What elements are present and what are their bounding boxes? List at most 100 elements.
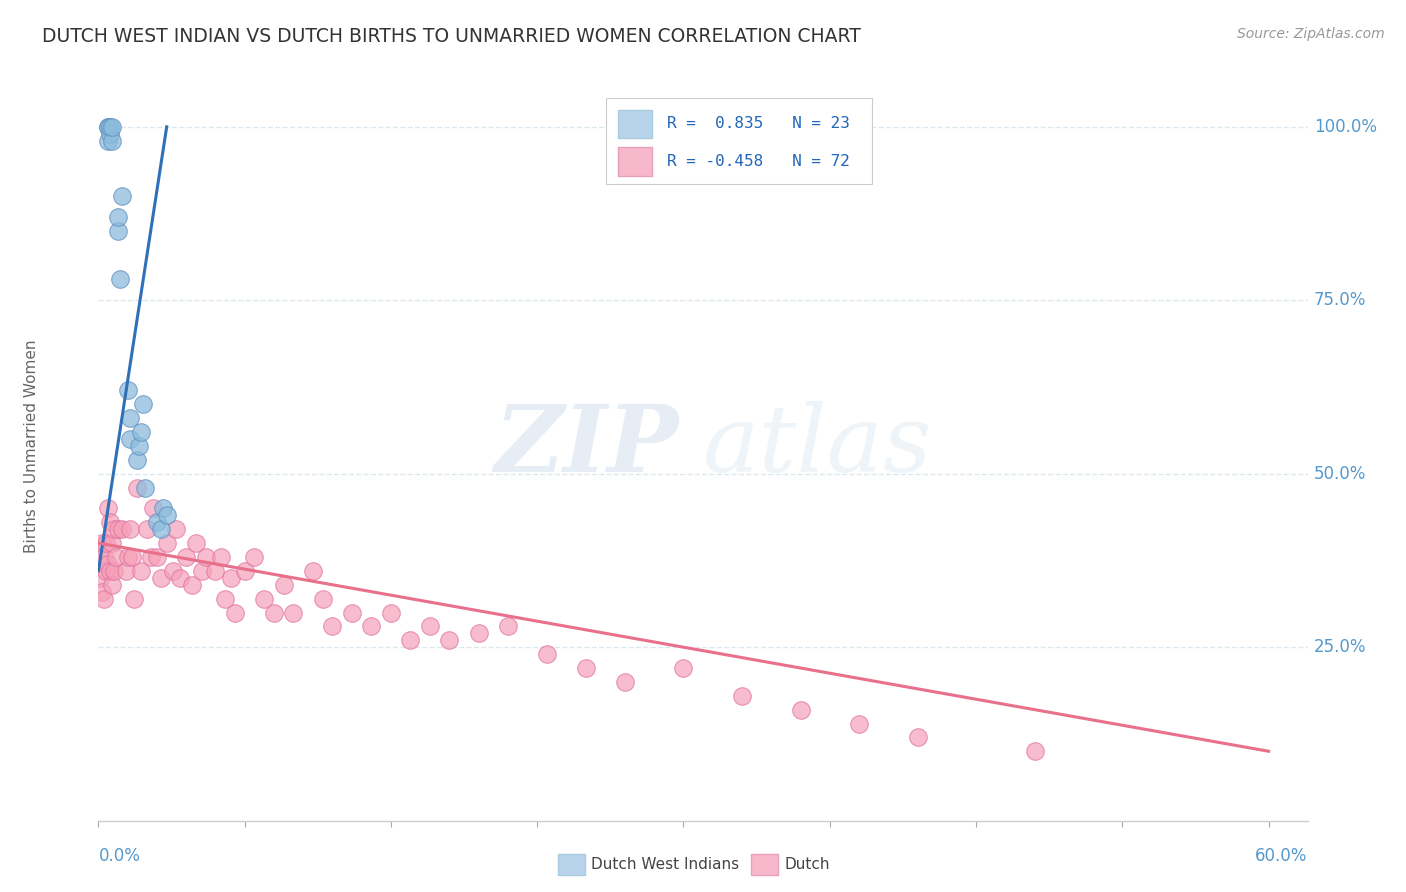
Text: Dutch West Indians: Dutch West Indians <box>591 857 738 872</box>
Point <box>253 591 276 606</box>
Point <box>104 549 127 564</box>
Point <box>103 564 125 578</box>
Point <box>91 584 114 599</box>
Point <box>467 626 489 640</box>
Point <box>399 633 422 648</box>
Point <box>118 432 141 446</box>
Point <box>439 633 461 648</box>
Point <box>128 439 150 453</box>
Point <box>127 453 149 467</box>
Point <box>907 731 929 745</box>
Point <box>848 716 870 731</box>
Point <box>101 120 124 134</box>
Point <box>243 549 266 564</box>
Point <box>97 557 120 571</box>
Point <box>149 522 172 536</box>
Point <box>1024 744 1046 758</box>
Point <box>114 564 136 578</box>
Point <box>127 481 149 495</box>
Point <box>194 549 217 564</box>
Point <box>233 564 256 578</box>
Point <box>614 674 637 689</box>
Point <box>209 549 232 564</box>
Point <box>118 411 141 425</box>
Point <box>789 703 811 717</box>
Point <box>101 134 124 148</box>
Point <box>136 522 159 536</box>
Point <box>91 536 114 550</box>
Point <box>152 501 174 516</box>
Point <box>181 578 204 592</box>
Text: 75.0%: 75.0% <box>1313 292 1367 310</box>
Point <box>97 134 120 148</box>
Bar <box>619 110 652 138</box>
Text: 0.0%: 0.0% <box>98 847 141 865</box>
Point <box>97 501 120 516</box>
Text: Source: ZipAtlas.com: Source: ZipAtlas.com <box>1237 27 1385 41</box>
Point <box>340 606 363 620</box>
Text: 100.0%: 100.0% <box>1313 118 1376 136</box>
Point <box>108 272 131 286</box>
Point <box>93 591 115 606</box>
Text: 25.0%: 25.0% <box>1313 638 1367 657</box>
Point <box>98 516 121 530</box>
Point <box>156 536 179 550</box>
Point <box>98 127 121 141</box>
Point <box>419 619 441 633</box>
Point <box>536 647 558 661</box>
Point <box>111 189 134 203</box>
Text: DUTCH WEST INDIAN VS DUTCH BIRTHS TO UNMARRIED WOMEN CORRELATION CHART: DUTCH WEST INDIAN VS DUTCH BIRTHS TO UNM… <box>42 27 860 45</box>
Point <box>101 536 124 550</box>
Point <box>302 564 325 578</box>
Point <box>97 120 120 134</box>
Point <box>312 591 335 606</box>
Text: 50.0%: 50.0% <box>1313 465 1367 483</box>
Point <box>321 619 343 633</box>
Point <box>101 578 124 592</box>
Point <box>380 606 402 620</box>
Point <box>273 578 295 592</box>
Text: ZIP: ZIP <box>495 401 679 491</box>
Text: Dutch: Dutch <box>785 857 830 872</box>
Point <box>117 549 139 564</box>
Point <box>89 549 111 564</box>
Point <box>149 571 172 585</box>
Point <box>97 120 120 134</box>
Bar <box>751 855 778 875</box>
Text: R =  0.835   N = 23: R = 0.835 N = 23 <box>666 116 849 131</box>
Text: atlas: atlas <box>703 401 932 491</box>
Point <box>496 619 519 633</box>
Point <box>165 522 187 536</box>
Point <box>96 536 118 550</box>
Point <box>107 224 129 238</box>
Point <box>131 425 153 439</box>
Point <box>224 606 246 620</box>
Point <box>93 549 115 564</box>
Point <box>263 606 285 620</box>
Point <box>89 571 111 585</box>
Bar <box>558 855 585 875</box>
Point <box>134 481 156 495</box>
Point <box>98 564 121 578</box>
Text: 60.0%: 60.0% <box>1256 847 1308 865</box>
Point <box>111 522 134 536</box>
Point <box>672 661 695 675</box>
Point <box>731 689 754 703</box>
Text: Births to Unmarried Women: Births to Unmarried Women <box>24 339 39 553</box>
Point <box>122 591 145 606</box>
Point <box>121 549 143 564</box>
Point <box>96 564 118 578</box>
Point <box>131 564 153 578</box>
Point <box>184 536 207 550</box>
Point <box>103 522 125 536</box>
Point <box>191 564 214 578</box>
Point <box>118 522 141 536</box>
Point <box>139 549 162 564</box>
Point <box>169 571 191 585</box>
Point <box>146 516 169 530</box>
Point <box>162 564 184 578</box>
Point <box>107 210 129 224</box>
Point <box>174 549 197 564</box>
Text: R = -0.458   N = 72: R = -0.458 N = 72 <box>666 153 849 169</box>
FancyBboxPatch shape <box>606 97 872 184</box>
